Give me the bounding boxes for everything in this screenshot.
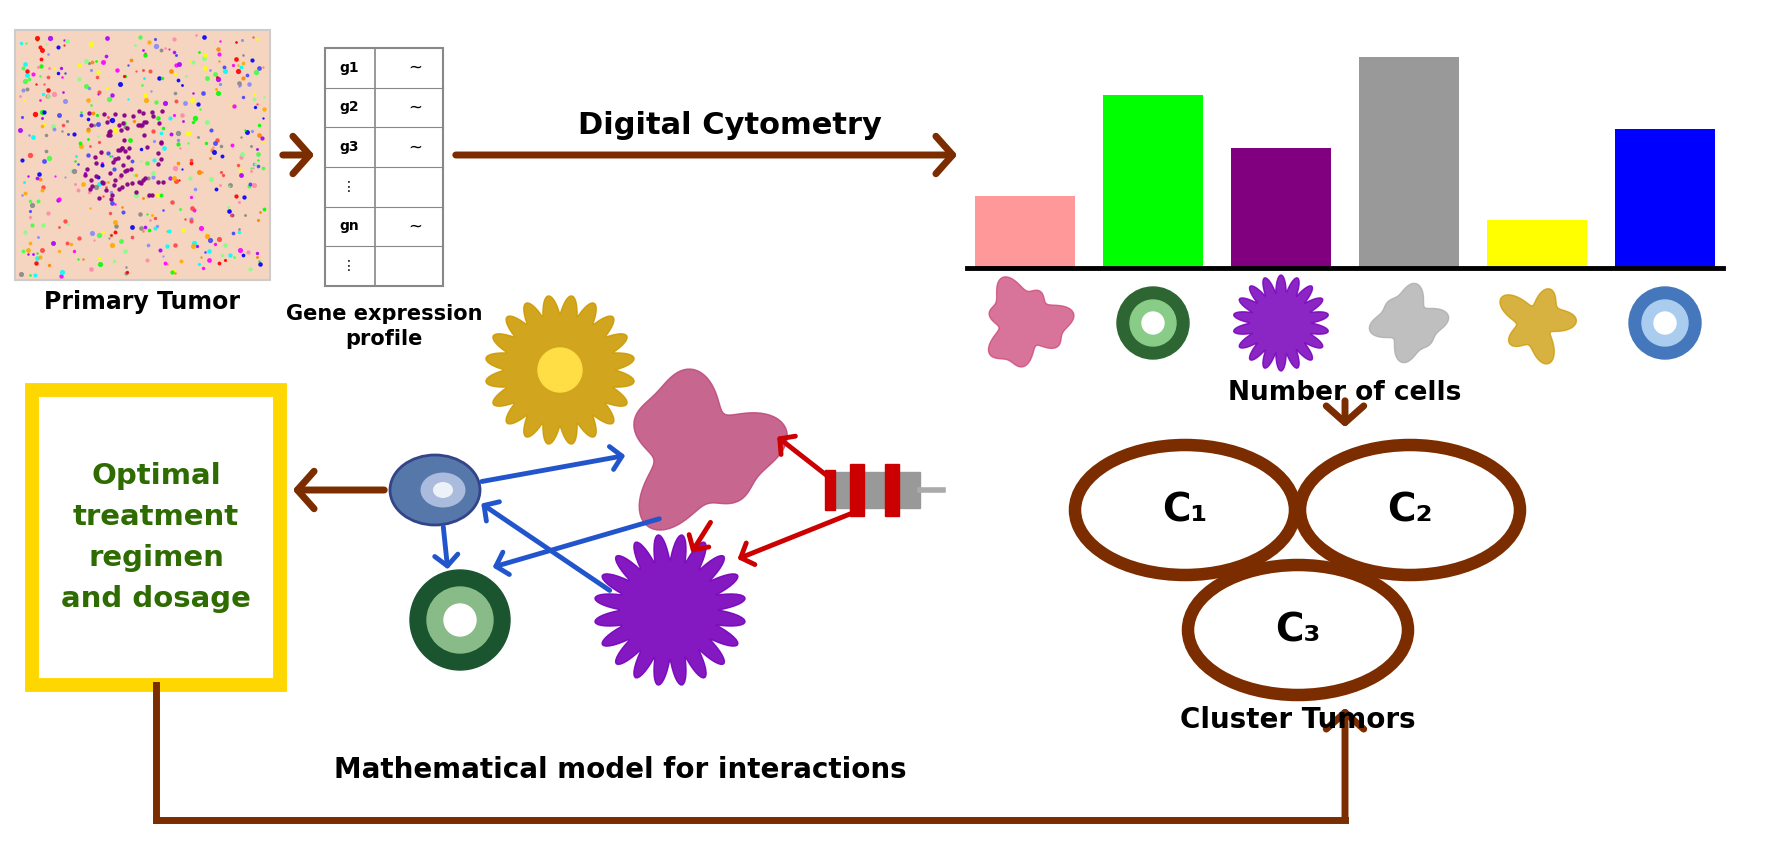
Circle shape xyxy=(1654,312,1675,334)
Text: C₃: C₃ xyxy=(1276,611,1320,649)
Circle shape xyxy=(539,348,582,392)
Polygon shape xyxy=(988,277,1074,367)
Polygon shape xyxy=(594,535,746,685)
Bar xyxy=(1615,129,1714,268)
Ellipse shape xyxy=(391,455,480,525)
Text: Mathematical model for interactions: Mathematical model for interactions xyxy=(334,756,906,784)
Ellipse shape xyxy=(421,473,466,507)
Text: Optimal
treatment
regimen
and dosage: Optimal treatment regimen and dosage xyxy=(61,462,252,614)
Bar xyxy=(1359,57,1459,268)
Ellipse shape xyxy=(434,482,453,498)
Text: Gene expression
profile: Gene expression profile xyxy=(285,304,482,349)
Bar xyxy=(1231,148,1331,268)
Text: C₁: C₁ xyxy=(1163,491,1208,529)
Circle shape xyxy=(1117,287,1188,359)
Bar xyxy=(824,470,835,510)
Bar xyxy=(1103,95,1202,268)
Polygon shape xyxy=(1500,289,1577,364)
Circle shape xyxy=(1629,287,1700,359)
Ellipse shape xyxy=(1076,445,1295,575)
Text: ~: ~ xyxy=(409,98,423,117)
Polygon shape xyxy=(485,296,633,444)
Circle shape xyxy=(1142,312,1163,334)
Polygon shape xyxy=(1370,283,1449,362)
Text: ~: ~ xyxy=(409,59,423,77)
Bar xyxy=(849,464,863,516)
Ellipse shape xyxy=(1301,445,1520,575)
Circle shape xyxy=(426,587,492,653)
Text: Cluster Tumors: Cluster Tumors xyxy=(1181,706,1416,734)
Text: ⋮: ⋮ xyxy=(343,180,357,194)
Text: ~: ~ xyxy=(409,217,423,236)
Text: Primary Tumor: Primary Tumor xyxy=(45,290,241,314)
Bar xyxy=(835,472,921,508)
Circle shape xyxy=(1641,300,1688,346)
Text: ~: ~ xyxy=(409,138,423,156)
Circle shape xyxy=(1129,300,1176,346)
Bar xyxy=(1488,220,1588,268)
Circle shape xyxy=(444,604,476,636)
Text: g1: g1 xyxy=(339,60,359,75)
Bar xyxy=(32,390,280,685)
Ellipse shape xyxy=(1188,565,1408,695)
Bar xyxy=(14,30,269,280)
Polygon shape xyxy=(1235,275,1329,371)
Text: C₂: C₂ xyxy=(1388,491,1433,529)
Text: Digital Cytometry: Digital Cytometry xyxy=(578,110,881,140)
Circle shape xyxy=(410,570,510,670)
Bar xyxy=(885,464,899,516)
Text: Number of cells: Number of cells xyxy=(1229,380,1461,406)
Text: g3: g3 xyxy=(339,140,359,154)
Polygon shape xyxy=(633,369,787,530)
Text: ⋮: ⋮ xyxy=(343,259,357,274)
Text: gn: gn xyxy=(339,219,359,234)
Text: g2: g2 xyxy=(339,100,359,115)
Bar xyxy=(325,48,442,286)
Bar xyxy=(976,196,1076,268)
